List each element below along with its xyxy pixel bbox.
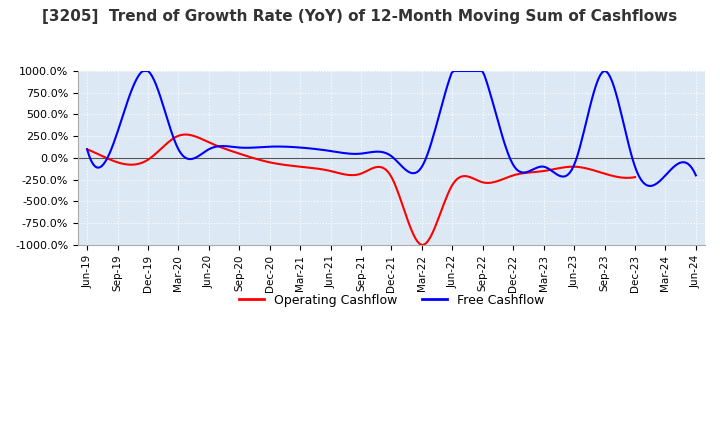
Legend: Operating Cashflow, Free Cashflow: Operating Cashflow, Free Cashflow [233,289,549,312]
Text: [3205]  Trend of Growth Rate (YoY) of 12-Month Moving Sum of Cashflows: [3205] Trend of Growth Rate (YoY) of 12-… [42,9,678,24]
